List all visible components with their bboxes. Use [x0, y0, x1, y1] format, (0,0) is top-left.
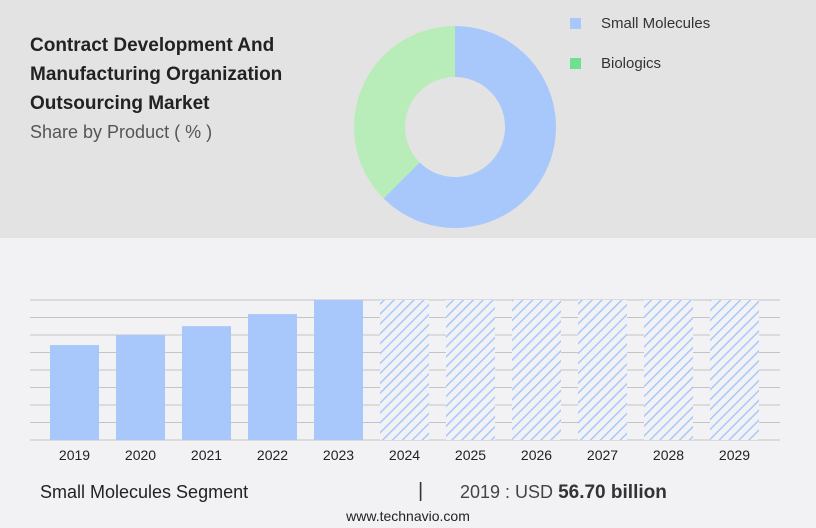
legend-item-biologics: Biologics: [570, 55, 661, 72]
legend-swatch: [570, 18, 581, 29]
donut-slice-biologics: [353, 26, 455, 199]
legend-label: Biologics: [601, 55, 662, 72]
bar-2029: [710, 300, 759, 440]
donut-chart: [353, 26, 556, 228]
legend-swatch: [570, 58, 581, 69]
separator: |: [418, 480, 424, 502]
donut-slice-small-molecules: [383, 26, 556, 228]
bar-2026: [512, 300, 561, 440]
x-tick-label: 2019: [59, 447, 90, 463]
bar-2019: [50, 345, 99, 440]
x-tick-label: 2025: [455, 447, 486, 463]
year-label: 2019 : USD: [460, 482, 554, 502]
bar-2021: [182, 326, 231, 440]
bar-2028: [644, 300, 693, 440]
bar-chart: 2019 2020 2021 2022 2023 2024 2025 2026 2027 2028…: [30, 299, 780, 463]
site-url[interactable]: www.technavio.com: [346, 508, 470, 524]
legend-item-small-molecules: Small Molecules: [570, 15, 710, 32]
bar-2020: [116, 335, 165, 440]
x-tick-label: 2023: [323, 447, 354, 463]
bar-2027: [578, 300, 627, 440]
x-tick-label: 2022: [257, 447, 288, 463]
bar-2025: [446, 300, 495, 440]
legend-label: Small Molecules: [601, 15, 711, 32]
bar-2023: [314, 300, 363, 440]
x-tick-label: 2029: [719, 447, 750, 463]
segment-value: 2019 : USD 56.70 billion: [460, 482, 667, 504]
bar-2024: [380, 300, 429, 440]
value-amount: 56.70 billion: [558, 482, 667, 503]
x-tick-label: 2026: [521, 447, 552, 463]
x-tick-label: 2028: [653, 447, 684, 463]
x-tick-label: 2024: [389, 447, 420, 463]
chart-subtitle: Share by Product ( % ): [30, 122, 213, 142]
x-tick-label: 2021: [191, 447, 222, 463]
bar-2022: [248, 314, 297, 440]
x-tick-label: 2027: [587, 447, 618, 463]
chart-title: Contract Development And Manufacturing O…: [30, 35, 283, 114]
x-tick-label: 2020: [125, 447, 156, 463]
segment-label: Small Molecules Segment: [40, 482, 249, 502]
